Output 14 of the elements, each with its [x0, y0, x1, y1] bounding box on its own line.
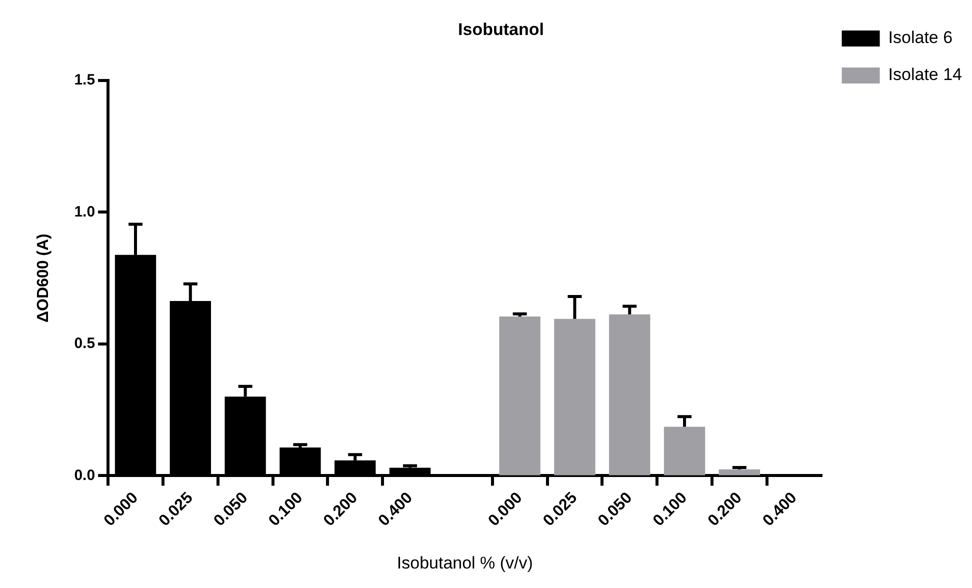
x-axis-title: Isobutanol % (v/v)	[396, 553, 533, 572]
chart-title: Isobutanol	[458, 20, 544, 39]
legend-label: Isolate 14	[888, 65, 962, 84]
y-tick-label: 0.0	[74, 466, 96, 484]
y-axis-title: ΔOD600 (A)	[35, 234, 52, 322]
legend-label: Isolate 6	[888, 28, 953, 48]
y-tick-label: 1.0	[74, 203, 96, 220]
bar	[554, 318, 596, 476]
bar	[664, 426, 706, 476]
y-tick-label: 0.5	[74, 335, 96, 352]
bar	[718, 469, 760, 476]
bar	[609, 314, 650, 476]
bar	[499, 316, 540, 476]
y-tick-label: 1.5	[74, 72, 96, 89]
